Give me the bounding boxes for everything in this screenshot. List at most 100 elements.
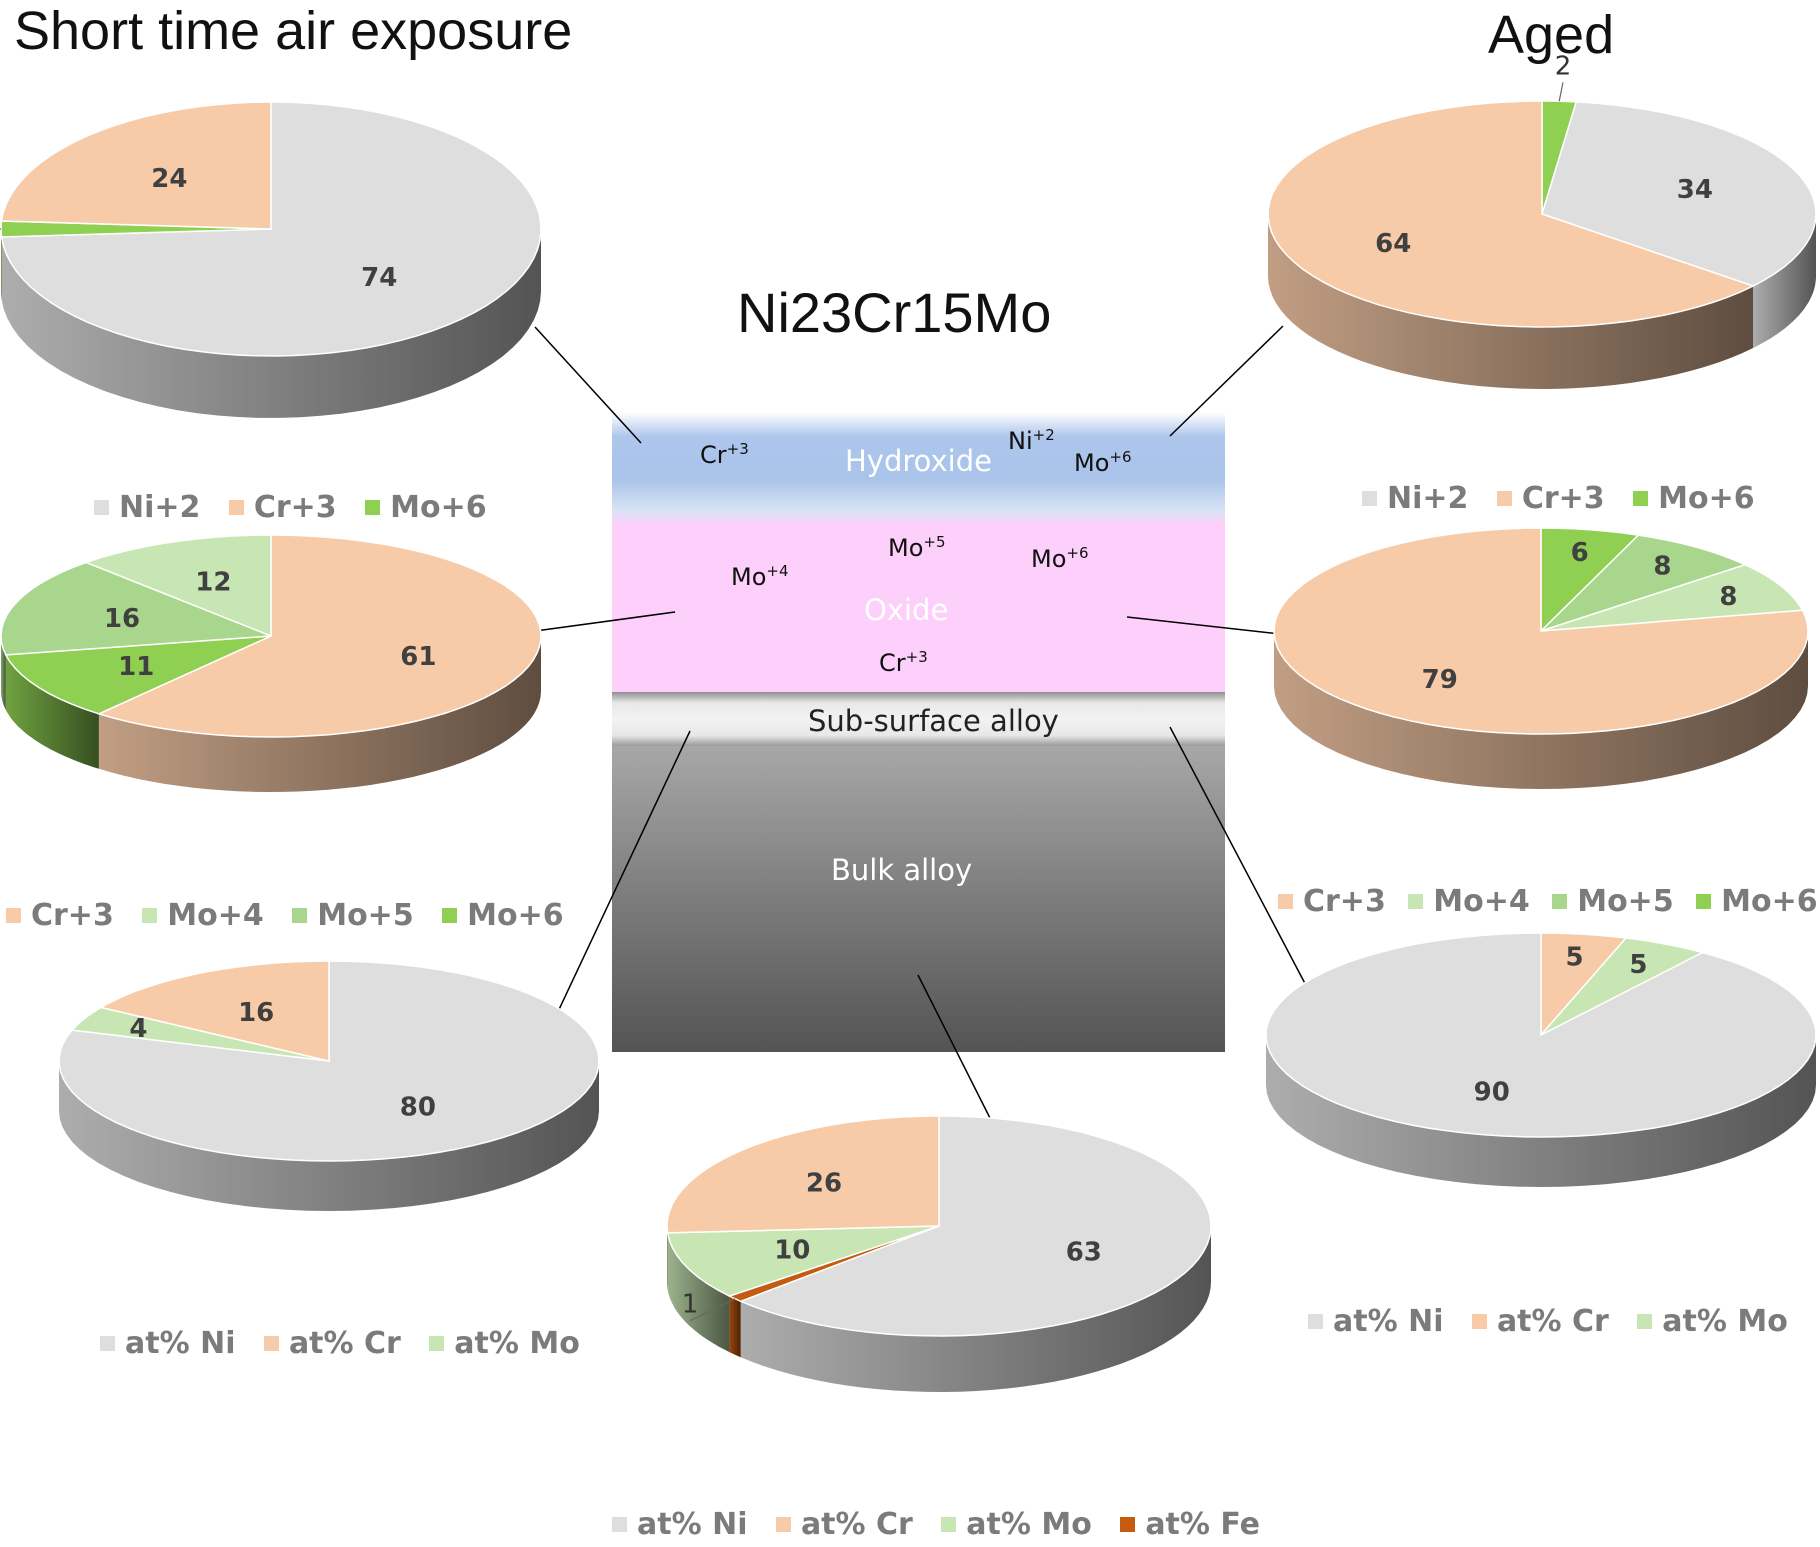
legend-swatch-mo5	[1552, 894, 1568, 909]
air-subsurface-sides	[59, 1061, 599, 1211]
bulk-side-1	[667, 1226, 668, 1289]
legend-swatch-mo4	[142, 908, 158, 923]
air-oxide-side-2	[1, 636, 6, 710]
air-oxide-label-0: 61	[400, 642, 436, 672]
aged-hydroxide-leader-2	[1558, 82, 1564, 102]
legend-label-mo5: Mo+5	[1577, 884, 1674, 919]
air-hydroxide-sides	[1, 229, 541, 418]
aged-subsurface-label-1: 5	[1566, 942, 1584, 972]
aged-oxide-label-1: 8	[1719, 582, 1737, 612]
legend-label-ni: at% Ni	[1333, 1304, 1444, 1339]
legend-bulk: at% Ni at% Cr at% Mo at% Fe	[612, 1507, 1278, 1542]
legend-swatch-mo6	[1696, 894, 1712, 909]
bulk-side-3	[729, 1296, 741, 1358]
legend-swatch-ni2	[1362, 491, 1377, 506]
aged-oxide-slice-mo-6	[1540, 527, 1641, 633]
legend-label-mo: at% Mo	[1662, 1304, 1788, 1339]
aged-subsurface-side-0	[1266, 1035, 1816, 1187]
legend-label-mo4: Mo+4	[167, 898, 264, 933]
connector-air-hydroxide	[534, 326, 642, 444]
ion-mo4-oxide: Mo+4	[731, 562, 789, 591]
air-subsurface-slice-at-mo	[70, 1006, 330, 1062]
aged-subsurface-slice-at-ni	[1265, 932, 1817, 1138]
legend-swatch-mo	[1637, 1314, 1653, 1329]
bulk-slice-at-cr	[666, 1115, 940, 1234]
air-hydroxide-side-0	[1, 229, 541, 418]
aged-title: Aged	[1488, 5, 1615, 65]
bulk-side-0	[740, 1226, 1211, 1392]
bulk-slice-at-mo	[666, 1225, 940, 1297]
legend-label-mo5: Mo+5	[317, 898, 414, 933]
legend-swatch-mo6	[365, 500, 381, 515]
air-hydroxide-label-1: 24	[151, 164, 187, 194]
legend-swatch-mo6	[442, 908, 458, 923]
bulk-leader-3	[689, 1298, 736, 1322]
legend-aged-oxide: Cr+3 Mo+4 Mo+5 Mo+6	[1278, 884, 1818, 919]
air-subsurface-label-1: 16	[238, 998, 274, 1028]
aged-hydroxide-label-1: 64	[1375, 229, 1411, 259]
aged-oxide-slice-mo-4	[1540, 563, 1804, 632]
bulk-label-0: 63	[1066, 1237, 1102, 1267]
aged-hydroxide-slice-ni-2	[1541, 101, 1817, 287]
bulk-side-2	[667, 1232, 730, 1353]
air-oxide-label-1: 12	[195, 568, 231, 598]
legend-swatch-ni	[100, 1336, 115, 1351]
legend-swatch-fe	[1120, 1517, 1136, 1532]
legend-swatch-cr3	[1496, 491, 1512, 506]
bulk-sides	[667, 1226, 1211, 1392]
air-subsurface-label-0: 80	[400, 1092, 436, 1122]
aged-oxide-label-2: 8	[1653, 552, 1671, 582]
subsurface-layer	[612, 692, 1225, 746]
aged-hydroxide-label-2: 2	[1555, 51, 1572, 81]
legend-aged-subsurface: at% Ni at% Cr at% Mo	[1308, 1304, 1806, 1339]
legend-swatch-mo6	[1633, 491, 1649, 506]
bulk-layer	[612, 746, 1225, 1052]
legend-label-cr3: Cr+3	[1303, 884, 1386, 919]
air-subsurface-pie: 80 4 16	[58, 960, 600, 1211]
subsurface-label: Sub-surface alloy	[808, 704, 1059, 738]
legend-label-mo6: Mo+6	[390, 490, 487, 525]
legend-swatch-mo	[941, 1517, 957, 1532]
connector-air-subsurface	[554, 730, 691, 1019]
air-hydroxide-side-2	[1, 229, 2, 299]
aged-hydroxide-side-0	[1753, 214, 1816, 348]
legend-label-mo6: Mo+6	[1721, 884, 1818, 919]
bulk-label-3: 1	[682, 1290, 699, 1320]
legend-label-cr3: Cr+3	[253, 490, 337, 525]
aged-subsurface-label-2: 5	[1629, 950, 1647, 980]
bulk-label-1: 26	[806, 1168, 842, 1198]
connector-bulk	[917, 974, 999, 1135]
aged-subsurface-pie: 5 5 90	[1265, 932, 1817, 1187]
aged-oxide-pie: 6 8 8 79	[1273, 527, 1809, 789]
air-subsurface-label-2: 4	[129, 1014, 147, 1044]
air-oxide-pie: 61 11 16 12	[0, 534, 542, 792]
aged-subsurface-slice-at-cr	[1540, 932, 1628, 1037]
oxide-label: Oxide	[864, 593, 949, 627]
bulk-label-2: 10	[774, 1235, 810, 1265]
legend-label-fe: at% Fe	[1145, 1507, 1261, 1542]
legend-label-mo: at% Mo	[966, 1507, 1092, 1542]
connector-air-oxide	[527, 611, 676, 633]
legend-swatch-cr3	[6, 908, 21, 923]
air-oxide-label-2: 16	[104, 604, 140, 634]
aged-oxide-slice-cr-3	[1273, 527, 1809, 735]
connector-aged-hydroxide	[1169, 325, 1284, 437]
ion-mo6-hydroxide: Mo+6	[1074, 448, 1132, 477]
aged-oxide-side-0	[1274, 631, 1808, 789]
legend-swatch-mo5	[292, 908, 308, 923]
legend-air-hydroxide: Ni+2 Cr+3 Mo+6	[94, 490, 505, 525]
legend-aged-hydroxide: Ni+2 Cr+3 Mo+6	[1362, 481, 1773, 516]
aged-hydroxide-label-0: 34	[1677, 175, 1713, 205]
aged-oxide-slice-mo-5	[1540, 534, 1748, 632]
hydroxide-label: Hydroxide	[845, 444, 992, 478]
air-oxide-label-3: 11	[118, 652, 154, 682]
air-oxide-sides	[1, 636, 542, 792]
legend-air-subsurface: at% Ni at% Cr at% Mo	[100, 1326, 598, 1361]
legend-swatch-ni	[1308, 1314, 1323, 1329]
legend-label-cr3: Cr+3	[1521, 481, 1605, 516]
air-subsurface-slice-at-cr	[98, 960, 330, 1062]
legend-label-mo6: Mo+6	[1658, 481, 1755, 516]
air-oxide-slice-cr-3	[96, 534, 542, 738]
air-subsurface-side-0	[59, 1061, 599, 1211]
